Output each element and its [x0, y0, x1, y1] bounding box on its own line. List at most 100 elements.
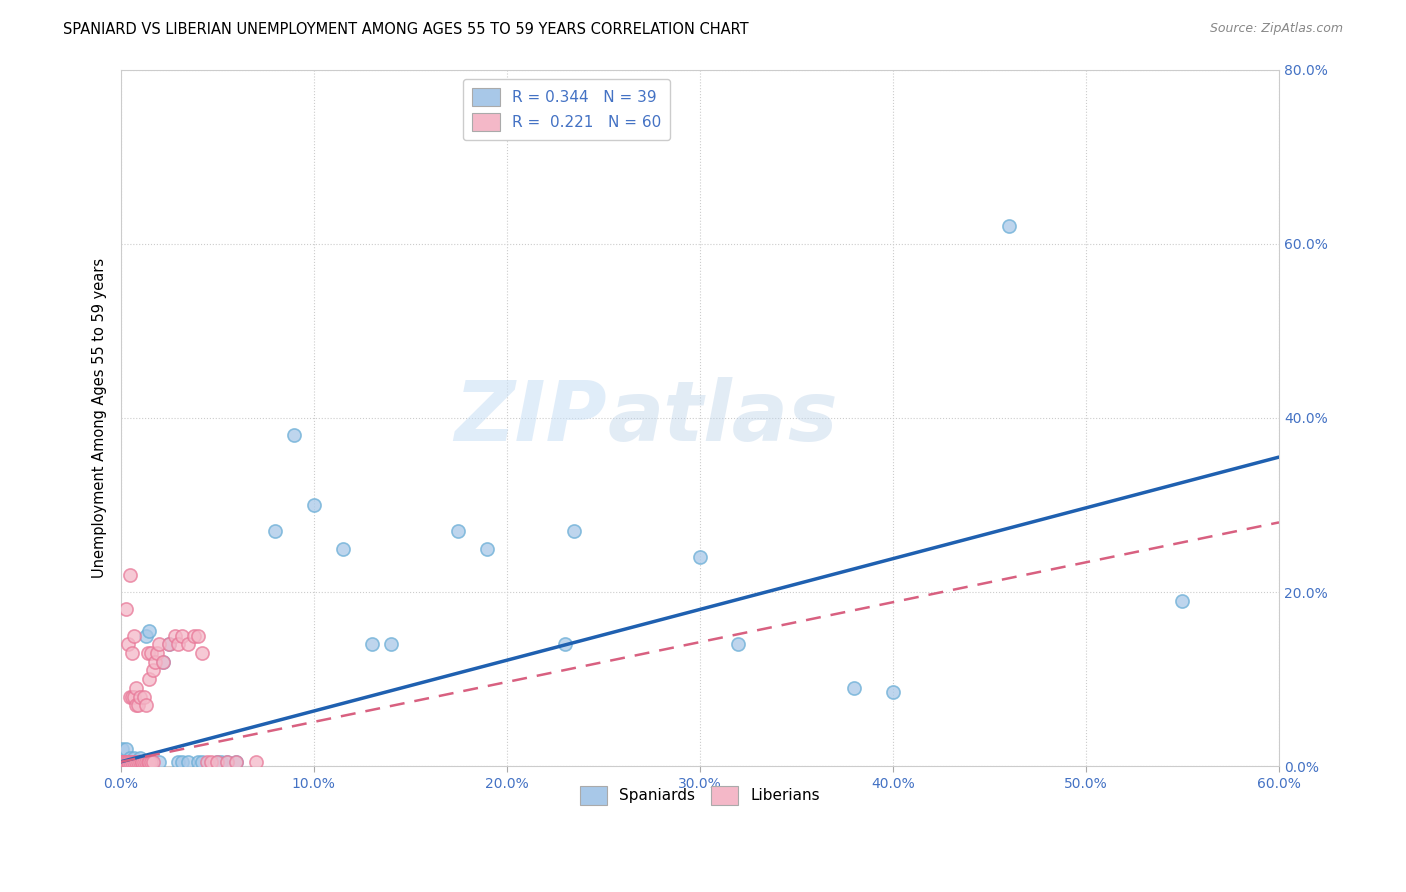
- Point: [205, 755, 228, 769]
- Point: [157, 637, 180, 651]
- Point: [122, 750, 145, 764]
- Legend: Spaniards, Liberians: Spaniards, Liberians: [574, 780, 827, 811]
- Point: [121, 755, 143, 769]
- Point: [447, 524, 470, 538]
- Point: [167, 755, 190, 769]
- Point: [115, 602, 138, 616]
- Point: [117, 755, 139, 769]
- Point: [209, 755, 232, 769]
- Point: [132, 690, 155, 704]
- Point: [125, 755, 148, 769]
- Point: [120, 755, 142, 769]
- Point: [190, 646, 212, 660]
- Point: [163, 629, 186, 643]
- Y-axis label: Unemployment Among Ages 55 to 59 years: Unemployment Among Ages 55 to 59 years: [93, 258, 107, 578]
- Point: [127, 755, 149, 769]
- Point: [128, 750, 150, 764]
- Point: [121, 759, 143, 773]
- Point: [141, 646, 163, 660]
- Text: atlas: atlas: [607, 377, 838, 458]
- Point: [138, 624, 160, 639]
- Point: [225, 755, 247, 769]
- Point: [187, 629, 209, 643]
- Point: [1171, 594, 1194, 608]
- Point: [112, 755, 135, 769]
- Point: [121, 690, 143, 704]
- Point: [128, 755, 150, 769]
- Point: [110, 755, 132, 769]
- Point: [172, 755, 194, 769]
- Point: [135, 698, 157, 713]
- Point: [148, 755, 170, 769]
- Point: [172, 629, 194, 643]
- Point: [121, 646, 143, 660]
- Point: [112, 755, 135, 769]
- Point: [157, 637, 180, 651]
- Point: [727, 637, 749, 651]
- Point: [477, 541, 499, 556]
- Point: [283, 428, 305, 442]
- Point: [882, 685, 904, 699]
- Point: [205, 755, 228, 769]
- Point: [115, 755, 138, 769]
- Point: [138, 672, 160, 686]
- Point: [200, 755, 222, 769]
- Point: [127, 698, 149, 713]
- Point: [117, 755, 139, 769]
- Point: [152, 655, 174, 669]
- Point: [302, 498, 325, 512]
- Point: [111, 755, 134, 769]
- Point: [120, 690, 142, 704]
- Point: [225, 755, 247, 769]
- Point: [143, 655, 166, 669]
- Point: [122, 629, 145, 643]
- Point: [215, 755, 238, 769]
- Point: [125, 698, 148, 713]
- Point: [177, 755, 200, 769]
- Point: [689, 550, 711, 565]
- Point: [554, 637, 576, 651]
- Point: [136, 646, 159, 660]
- Point: [264, 524, 287, 538]
- Point: [997, 219, 1019, 234]
- Point: [120, 567, 142, 582]
- Point: [167, 637, 190, 651]
- Text: SPANIARD VS LIBERIAN UNEMPLOYMENT AMONG AGES 55 TO 59 YEARS CORRELATION CHART: SPANIARD VS LIBERIAN UNEMPLOYMENT AMONG …: [63, 22, 749, 37]
- Point: [111, 755, 134, 769]
- Point: [132, 755, 155, 769]
- Text: ZIP: ZIP: [454, 377, 607, 458]
- Point: [128, 690, 150, 704]
- Point: [111, 741, 134, 756]
- Point: [190, 755, 212, 769]
- Point: [245, 755, 267, 769]
- Point: [125, 755, 148, 769]
- Point: [112, 755, 135, 769]
- Point: [141, 755, 163, 769]
- Point: [183, 629, 205, 643]
- Point: [177, 637, 200, 651]
- Point: [332, 541, 354, 556]
- Point: [187, 755, 209, 769]
- Point: [131, 755, 153, 769]
- Point: [360, 637, 382, 651]
- Point: [115, 755, 138, 769]
- Point: [135, 755, 157, 769]
- Point: [138, 755, 160, 769]
- Text: Source: ZipAtlas.com: Source: ZipAtlas.com: [1209, 22, 1343, 36]
- Point: [120, 750, 142, 764]
- Point: [152, 655, 174, 669]
- Point: [117, 637, 139, 651]
- Point: [562, 524, 585, 538]
- Point: [215, 755, 238, 769]
- Point: [380, 637, 402, 651]
- Point: [122, 690, 145, 704]
- Point: [122, 755, 145, 769]
- Point: [197, 755, 219, 769]
- Point: [132, 755, 155, 769]
- Point: [135, 629, 157, 643]
- Point: [131, 755, 153, 769]
- Point: [127, 755, 149, 769]
- Point: [142, 664, 165, 678]
- Point: [142, 755, 165, 769]
- Point: [146, 646, 169, 660]
